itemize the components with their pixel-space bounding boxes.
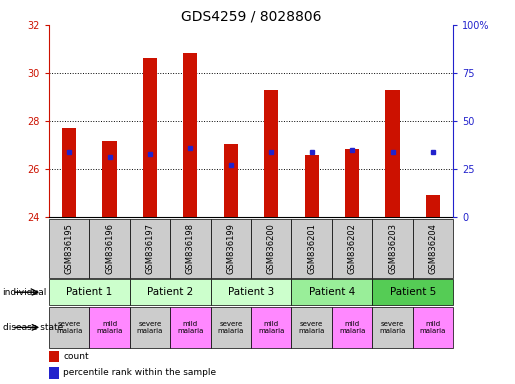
Text: Patient 2: Patient 2	[147, 287, 193, 297]
Bar	[130, 219, 170, 278]
Bar	[102, 141, 116, 217]
Bar	[413, 307, 453, 348]
Text: GSM836197: GSM836197	[146, 223, 154, 274]
Bar	[332, 219, 372, 278]
Text: mild
malaria: mild malaria	[339, 321, 365, 334]
Bar	[426, 195, 440, 217]
Text: count: count	[63, 352, 89, 361]
Bar	[305, 155, 319, 217]
Bar	[90, 219, 130, 278]
Text: severe
malaria: severe malaria	[380, 321, 406, 334]
Bar	[49, 279, 130, 305]
Bar	[211, 219, 251, 278]
Bar	[291, 279, 372, 305]
Bar	[386, 90, 400, 217]
Text: disease state: disease state	[3, 323, 63, 332]
Text: Patient 5: Patient 5	[390, 287, 436, 297]
Bar	[372, 219, 413, 278]
Bar	[332, 307, 372, 348]
Bar	[62, 128, 76, 217]
Text: Patient 4: Patient 4	[309, 287, 355, 297]
Text: GSM836201: GSM836201	[307, 223, 316, 274]
Text: mild
malaria: mild malaria	[258, 321, 284, 334]
Bar	[90, 307, 130, 348]
Bar	[49, 307, 90, 348]
Bar	[211, 279, 291, 305]
Bar	[264, 90, 278, 217]
Text: severe
malaria: severe malaria	[56, 321, 82, 334]
Text: severe
malaria: severe malaria	[299, 321, 325, 334]
Text: GSM836203: GSM836203	[388, 223, 397, 274]
Bar	[372, 279, 453, 305]
Bar	[49, 219, 90, 278]
Title: GDS4259 / 8028806: GDS4259 / 8028806	[181, 10, 321, 24]
Bar	[183, 53, 197, 217]
Bar	[130, 307, 170, 348]
Text: GSM836198: GSM836198	[186, 223, 195, 274]
Bar	[143, 58, 157, 217]
Bar	[345, 149, 359, 217]
Bar	[211, 307, 251, 348]
Bar	[130, 279, 211, 305]
Text: severe
malaria: severe malaria	[137, 321, 163, 334]
Text: GSM836200: GSM836200	[267, 223, 276, 274]
Text: GSM836202: GSM836202	[348, 223, 356, 274]
Text: Patient 1: Patient 1	[66, 287, 112, 297]
Text: GSM836204: GSM836204	[428, 223, 437, 274]
Text: percentile rank within the sample: percentile rank within the sample	[63, 369, 216, 377]
Bar	[224, 144, 238, 217]
Bar	[413, 219, 453, 278]
Text: Patient 3: Patient 3	[228, 287, 274, 297]
Bar	[170, 219, 211, 278]
Text: mild
malaria: mild malaria	[96, 321, 123, 334]
Text: GSM836199: GSM836199	[227, 223, 235, 274]
Bar	[49, 367, 59, 379]
Bar	[372, 307, 413, 348]
Bar	[170, 307, 211, 348]
Bar	[291, 307, 332, 348]
Bar	[291, 219, 332, 278]
Text: mild
malaria: mild malaria	[420, 321, 446, 334]
Bar	[49, 351, 59, 362]
Bar	[251, 219, 291, 278]
Text: mild
malaria: mild malaria	[177, 321, 203, 334]
Bar	[251, 307, 291, 348]
Text: severe
malaria: severe malaria	[218, 321, 244, 334]
Text: individual: individual	[3, 288, 47, 297]
Text: GSM836195: GSM836195	[65, 223, 74, 274]
Text: GSM836196: GSM836196	[105, 223, 114, 274]
